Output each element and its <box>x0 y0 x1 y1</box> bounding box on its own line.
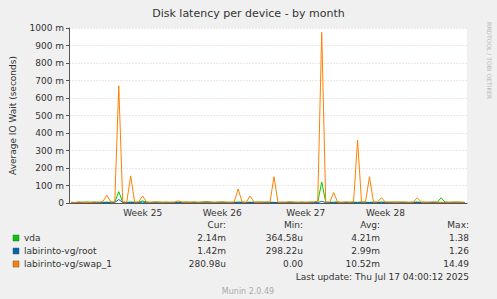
svg-text:300 m: 300 m <box>35 146 64 156</box>
svg-text:2.14m: 2.14m <box>197 233 226 243</box>
svg-text:10.52m: 10.52m <box>345 259 380 269</box>
svg-text:Week 27: Week 27 <box>286 208 325 218</box>
svg-text:400 m: 400 m <box>35 128 64 138</box>
svg-text:1000 m: 1000 m <box>29 23 64 33</box>
svg-text:Max:: Max: <box>447 220 469 230</box>
svg-text:Munin 2.0.49: Munin 2.0.49 <box>222 287 274 296</box>
svg-text:Week 28: Week 28 <box>366 208 405 218</box>
svg-text:364.58u: 364.58u <box>266 233 303 243</box>
svg-text:4.21m: 4.21m <box>351 233 380 243</box>
svg-text:280.98u: 280.98u <box>189 259 226 269</box>
svg-text:600 m: 600 m <box>35 93 64 103</box>
svg-text:Min:: Min: <box>284 220 303 230</box>
svg-text:Week 25: Week 25 <box>123 208 162 218</box>
svg-text:500 m: 500 m <box>35 111 64 121</box>
svg-text:Last update: Thu Jul 17 04:00:: Last update: Thu Jul 17 04:00:12 2025 <box>296 272 469 282</box>
svg-text:0.00: 0.00 <box>283 259 303 269</box>
svg-text:298.22u: 298.22u <box>266 246 303 256</box>
svg-text:14.49: 14.49 <box>443 259 469 269</box>
svg-text:100 m: 100 m <box>35 181 64 191</box>
svg-text:Avg:: Avg: <box>360 220 380 230</box>
svg-text:vda: vda <box>24 233 41 243</box>
svg-text:1.26: 1.26 <box>449 246 469 256</box>
svg-text:Disk latency per device - by m: Disk latency per device - by month <box>152 7 345 20</box>
svg-text:900 m: 900 m <box>35 41 64 51</box>
svg-text:1.38: 1.38 <box>449 233 469 243</box>
svg-text:2.99m: 2.99m <box>351 246 380 256</box>
svg-text:800 m: 800 m <box>35 58 64 68</box>
svg-text:1.42m: 1.42m <box>197 246 226 256</box>
svg-text:Cur:: Cur: <box>207 220 226 230</box>
svg-text:labirinto-vg/root: labirinto-vg/root <box>24 246 97 256</box>
svg-text:700 m: 700 m <box>35 76 64 86</box>
svg-text:labirinto-vg/swap_1: labirinto-vg/swap_1 <box>24 259 112 269</box>
svg-text:Week 26: Week 26 <box>203 208 242 218</box>
svg-text:0: 0 <box>58 198 64 208</box>
svg-text:Average IO Wait (seconds): Average IO Wait (seconds) <box>8 56 18 175</box>
svg-text:RRDTOOL / TOBI OETIKER: RRDTOOL / TOBI OETIKER <box>486 22 493 99</box>
svg-text:200 m: 200 m <box>35 163 64 173</box>
